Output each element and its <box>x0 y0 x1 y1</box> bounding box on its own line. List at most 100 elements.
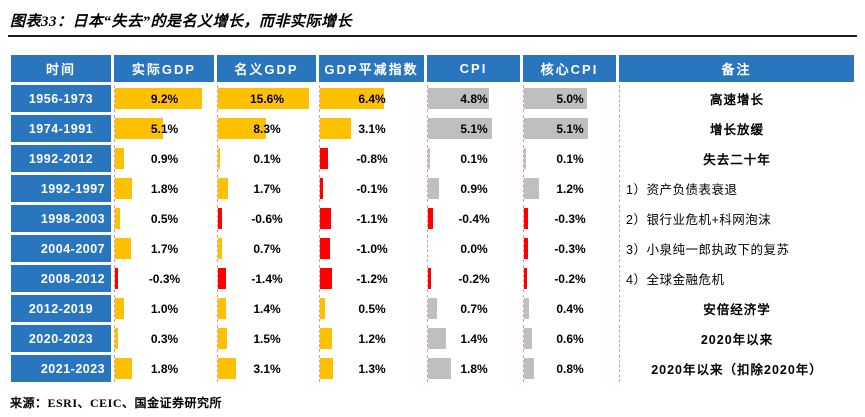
value-label: 1.7% <box>150 241 179 256</box>
figure-title-bar: 图表33：日本“失去”的是名义增长，而非实际增长 <box>8 8 857 37</box>
data-bar <box>115 148 124 169</box>
value-label: 0.9% <box>150 151 179 166</box>
value-label: -1.4% <box>251 271 283 286</box>
data-bar <box>115 88 203 109</box>
data-bar <box>218 298 227 319</box>
data-bar <box>320 238 331 259</box>
note-cell: 失去二十年 <box>619 145 854 172</box>
value-cell: -0.8% <box>319 145 424 172</box>
data-bar <box>428 148 431 169</box>
data-bar <box>115 208 120 229</box>
data-table: 时间 实际GDP 名义GDP GDP平减指数 CPI 核心CPI 备注 1956… <box>8 52 857 385</box>
value-label: -0.6% <box>251 211 283 226</box>
value-cell: 15.6% <box>217 85 316 112</box>
data-bar <box>320 208 332 229</box>
table-row: 1956-1973 9.2% 15.6% 6.4% 4.8% 5.0% 高速增长 <box>11 85 854 112</box>
data-bar <box>524 328 532 349</box>
data-bar <box>218 148 221 169</box>
data-bar <box>428 298 437 319</box>
header-row: 时间 实际GDP 名义GDP GDP平减指数 CPI 核心CPI 备注 <box>11 55 854 82</box>
data-bar <box>428 328 446 349</box>
data-bar <box>320 88 385 109</box>
value-cell: -0.2% <box>427 265 520 292</box>
value-label: 1.8% <box>150 181 179 196</box>
value-cell: 1.7% <box>114 235 214 262</box>
data-bar <box>218 358 237 379</box>
value-cell: 0.1% <box>427 145 520 172</box>
value-label: 0.1% <box>253 151 281 166</box>
data-bar <box>524 238 528 259</box>
data-bar <box>115 298 125 319</box>
data-bar <box>218 328 227 349</box>
time-cell: 1974-1991 <box>11 115 111 142</box>
value-cell: 1.8% <box>114 175 214 202</box>
data-bar <box>218 268 227 289</box>
value-label: -0.2% <box>554 271 586 286</box>
col-header-notes: 备注 <box>619 55 854 82</box>
value-cell: 1.2% <box>319 325 424 352</box>
value-label: 0.4% <box>556 301 584 316</box>
value-cell: 1.5% <box>217 325 316 352</box>
value-cell: -1.0% <box>319 235 424 262</box>
value-cell: -0.1% <box>319 175 424 202</box>
value-cell: -0.2% <box>523 265 616 292</box>
data-bar <box>524 208 528 229</box>
value-label: -0.4% <box>458 211 490 226</box>
value-cell: 0.7% <box>217 235 316 262</box>
data-bar <box>218 178 228 199</box>
value-label: 0.3% <box>150 331 179 346</box>
value-cell: 3.1% <box>319 115 424 142</box>
data-bar <box>115 268 118 289</box>
value-label: 3.1% <box>358 121 386 136</box>
data-bar <box>524 298 530 319</box>
data-bar <box>524 118 589 139</box>
value-cell: 6.4% <box>319 85 424 112</box>
note-cell: 高速增长 <box>619 85 854 112</box>
value-label: 5.0% <box>556 91 584 106</box>
col-header-nominal-gdp: 名义GDP <box>217 55 316 82</box>
table-row: 1974-1991 5.1% 8.3% 3.1% 5.1% 5.1% 增长放缓 <box>11 115 854 142</box>
value-cell: 1.8% <box>114 355 214 382</box>
table-row: 2008-2012 -0.3% -1.4% -1.2% -0.2% -0.2% 4）全球金融… <box>11 265 854 292</box>
value-label: 1.8% <box>460 361 488 376</box>
data-bar <box>428 358 451 379</box>
table-row: 2012-2019 1.0% 1.4% 0.5% 0.7% 0.4% 安倍经济学 <box>11 295 854 322</box>
value-cell: -0.4% <box>427 205 520 232</box>
time-cell: 2021-2023 <box>11 355 111 382</box>
value-cell: 4.8% <box>427 85 520 112</box>
note-cell: 安倍经济学 <box>619 295 854 322</box>
value-label: -1.1% <box>356 211 388 226</box>
value-label: -0.3% <box>148 271 181 286</box>
value-cell: 1.2% <box>523 175 616 202</box>
time-cell: 2012-2019 <box>11 295 111 322</box>
data-bar <box>524 88 588 109</box>
value-cell: 0.3% <box>114 325 214 352</box>
value-label: -0.3% <box>554 241 586 256</box>
value-label: 0.7% <box>253 241 281 256</box>
data-bar <box>320 358 334 379</box>
value-label: 1.4% <box>253 301 281 316</box>
data-bar <box>320 178 323 199</box>
value-cell: 5.1% <box>523 115 616 142</box>
value-label: 0.7% <box>460 301 488 316</box>
value-cell: -0.3% <box>523 205 616 232</box>
data-bar <box>524 358 535 379</box>
data-bar <box>524 148 527 169</box>
time-cell: 1992-2012 <box>11 145 111 172</box>
note-cell: 2）银行业危机+科网泡沫 <box>619 205 854 232</box>
data-bar <box>320 268 333 289</box>
note-cell: 4）全球金融危机 <box>619 265 854 292</box>
note-cell: 3）小泉纯一郎执政下的复苏 <box>619 235 854 262</box>
value-cell: 0.1% <box>217 145 316 172</box>
value-cell: 1.8% <box>427 355 520 382</box>
table-body: 1956-1973 9.2% 15.6% 6.4% 4.8% 5.0% 高速增长 1974-1… <box>11 85 854 382</box>
data-bar <box>524 268 527 289</box>
value-label: 1.2% <box>358 331 386 346</box>
value-cell: 1.7% <box>217 175 316 202</box>
value-label: -0.1% <box>356 181 388 196</box>
value-cell: 3.1% <box>217 355 316 382</box>
data-bar <box>428 208 434 229</box>
value-cell: 1.3% <box>319 355 424 382</box>
data-bar <box>218 208 222 229</box>
